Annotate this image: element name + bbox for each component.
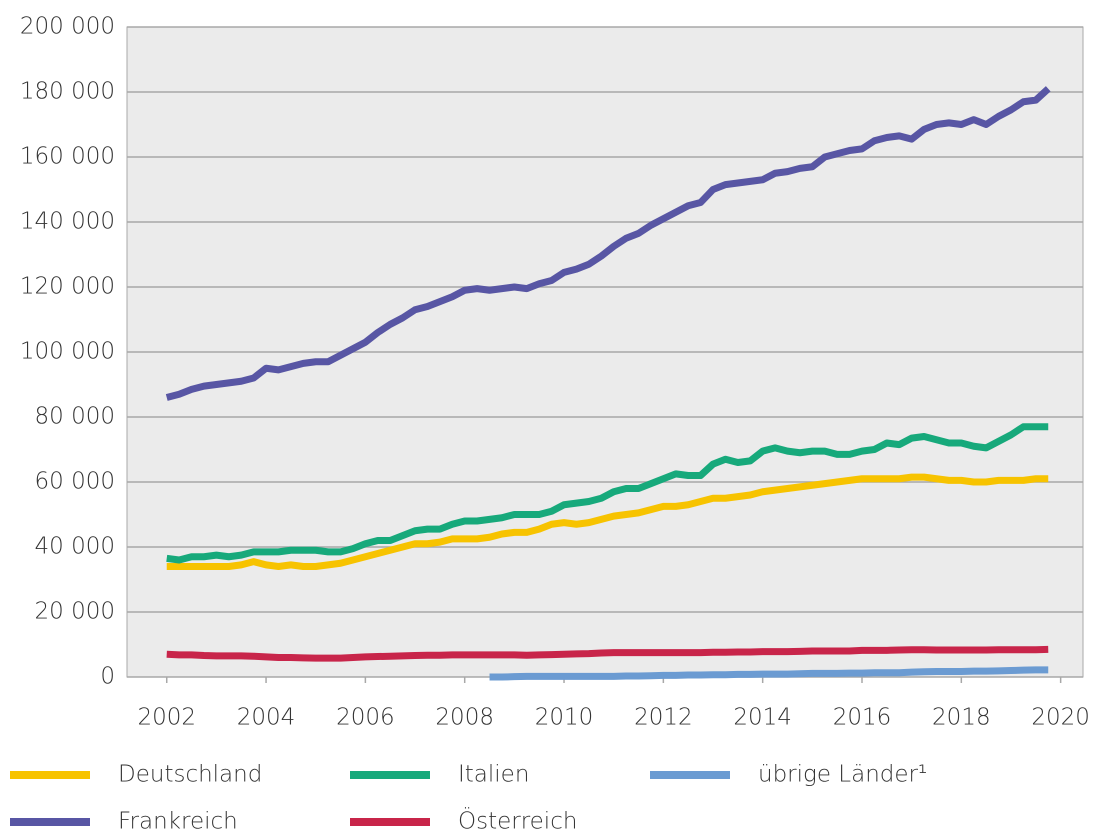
x-tick-label: 2014	[733, 705, 792, 731]
x-tick-label: 2018	[932, 705, 991, 731]
legend-label: Österreich	[458, 807, 577, 835]
series-line	[165, 86, 1051, 401]
x-tick-label: 2006	[336, 705, 395, 731]
y-tick-label: 0	[100, 664, 115, 690]
x-tick-label: 2016	[833, 705, 892, 731]
legend-label: übrige Länder¹	[758, 762, 927, 788]
series-line	[489, 666, 1049, 681]
y-tick-label: 200 000	[20, 14, 115, 40]
y-tick-label: 160 000	[20, 144, 115, 170]
legend-label: Italien	[458, 762, 529, 788]
x-tick-label: 2020	[1031, 705, 1090, 731]
x-tick-label: 2004	[237, 705, 296, 731]
legend-label: Deutschland	[118, 762, 262, 788]
y-tick-label: 60 000	[35, 469, 115, 495]
y-tick-label: 120 000	[20, 274, 115, 300]
y-tick-label: 80 000	[35, 404, 115, 430]
y-tick-label: 180 000	[20, 79, 115, 105]
x-tick-label: 2002	[137, 705, 196, 731]
y-tick-label: 100 000	[20, 339, 115, 365]
series-line	[166, 473, 1049, 570]
y-tick-label: 40 000	[35, 534, 115, 560]
series-line	[166, 645, 1049, 662]
y-tick-label: 20 000	[35, 599, 115, 625]
series-line	[166, 423, 1049, 564]
y-tick-label: 140 000	[20, 209, 115, 235]
x-tick-label: 2010	[535, 705, 594, 731]
x-tick-label: 2012	[634, 705, 693, 731]
x-tick-label: 2008	[435, 705, 494, 731]
legend-label: Frankreich	[118, 809, 238, 835]
